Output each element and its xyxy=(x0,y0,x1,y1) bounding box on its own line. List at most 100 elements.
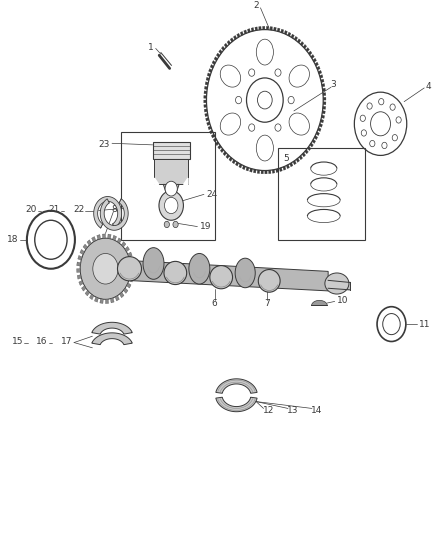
Polygon shape xyxy=(131,265,134,269)
Circle shape xyxy=(80,238,131,300)
Circle shape xyxy=(249,69,255,76)
Polygon shape xyxy=(121,241,126,247)
Polygon shape xyxy=(226,155,230,159)
Polygon shape xyxy=(317,66,320,70)
Polygon shape xyxy=(306,47,309,52)
Polygon shape xyxy=(321,115,325,118)
Polygon shape xyxy=(94,197,122,228)
Bar xyxy=(278,148,365,240)
Ellipse shape xyxy=(235,258,255,288)
Polygon shape xyxy=(297,39,301,43)
Polygon shape xyxy=(78,255,82,260)
Polygon shape xyxy=(259,27,261,30)
Polygon shape xyxy=(254,169,256,173)
Text: 18: 18 xyxy=(7,235,18,244)
Text: 12: 12 xyxy=(263,406,274,415)
Polygon shape xyxy=(113,235,117,240)
Polygon shape xyxy=(305,150,308,154)
Polygon shape xyxy=(77,274,81,279)
Polygon shape xyxy=(293,160,296,165)
Polygon shape xyxy=(223,151,226,156)
Circle shape xyxy=(361,130,367,136)
Text: 17: 17 xyxy=(61,337,73,346)
Polygon shape xyxy=(323,98,326,100)
Polygon shape xyxy=(323,106,326,109)
Bar xyxy=(154,159,188,184)
Polygon shape xyxy=(230,38,233,42)
Polygon shape xyxy=(323,102,326,104)
Polygon shape xyxy=(294,36,297,41)
Polygon shape xyxy=(216,397,257,411)
Polygon shape xyxy=(310,143,313,147)
Polygon shape xyxy=(291,34,294,38)
Polygon shape xyxy=(251,28,254,31)
Circle shape xyxy=(396,117,401,123)
Polygon shape xyxy=(213,138,217,142)
Polygon shape xyxy=(311,301,327,305)
Polygon shape xyxy=(130,259,134,263)
Polygon shape xyxy=(106,299,109,304)
Polygon shape xyxy=(246,167,249,171)
Polygon shape xyxy=(237,33,240,37)
Polygon shape xyxy=(211,134,215,138)
Polygon shape xyxy=(277,28,280,32)
Polygon shape xyxy=(220,148,224,152)
Polygon shape xyxy=(276,169,279,173)
Polygon shape xyxy=(77,262,81,266)
Polygon shape xyxy=(250,168,252,172)
Polygon shape xyxy=(117,238,121,244)
Polygon shape xyxy=(218,145,221,149)
Polygon shape xyxy=(283,166,286,170)
Polygon shape xyxy=(210,64,214,68)
Text: 5: 5 xyxy=(283,154,289,163)
Polygon shape xyxy=(127,283,131,288)
Polygon shape xyxy=(281,29,284,33)
Polygon shape xyxy=(265,171,267,174)
Polygon shape xyxy=(284,30,287,35)
Polygon shape xyxy=(216,53,220,57)
Polygon shape xyxy=(232,159,236,164)
Polygon shape xyxy=(204,91,207,94)
Ellipse shape xyxy=(256,39,273,65)
Polygon shape xyxy=(131,271,134,276)
Text: 10: 10 xyxy=(337,296,348,305)
Circle shape xyxy=(367,103,372,109)
Polygon shape xyxy=(318,70,321,74)
Polygon shape xyxy=(288,32,291,36)
Text: 14: 14 xyxy=(311,406,322,415)
Polygon shape xyxy=(318,128,321,132)
Polygon shape xyxy=(205,82,208,85)
Circle shape xyxy=(173,221,178,228)
Polygon shape xyxy=(239,164,242,168)
Polygon shape xyxy=(322,111,325,114)
Polygon shape xyxy=(235,162,239,166)
Ellipse shape xyxy=(256,135,273,161)
Polygon shape xyxy=(106,259,328,291)
Ellipse shape xyxy=(220,113,240,135)
Polygon shape xyxy=(302,152,306,157)
Ellipse shape xyxy=(143,248,164,279)
Polygon shape xyxy=(272,169,275,173)
Polygon shape xyxy=(206,77,209,81)
Text: 3: 3 xyxy=(330,80,336,89)
Circle shape xyxy=(236,96,242,104)
Polygon shape xyxy=(212,61,215,64)
Polygon shape xyxy=(322,88,325,91)
Text: 1: 1 xyxy=(148,43,153,52)
Polygon shape xyxy=(204,95,207,98)
Polygon shape xyxy=(110,298,114,303)
Polygon shape xyxy=(208,126,212,130)
Polygon shape xyxy=(81,286,86,291)
Circle shape xyxy=(275,69,281,76)
Text: 4: 4 xyxy=(426,83,431,91)
Polygon shape xyxy=(221,46,225,51)
Polygon shape xyxy=(215,141,219,146)
Polygon shape xyxy=(163,184,179,199)
Polygon shape xyxy=(242,166,245,169)
Polygon shape xyxy=(320,75,323,78)
Ellipse shape xyxy=(289,65,310,87)
Polygon shape xyxy=(77,269,80,272)
Text: 19: 19 xyxy=(200,222,211,231)
Polygon shape xyxy=(322,84,325,87)
Polygon shape xyxy=(83,244,88,249)
